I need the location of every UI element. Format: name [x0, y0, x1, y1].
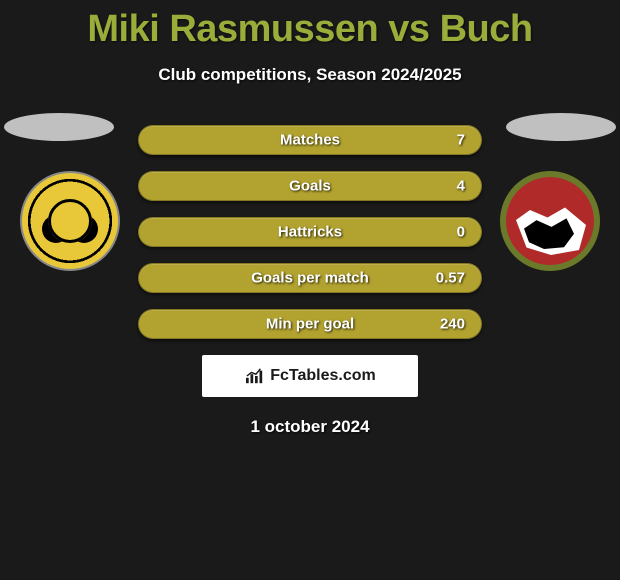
stat-label: Goals per match [251, 270, 369, 287]
fctables-chart-icon [244, 367, 266, 385]
team-right-badge [500, 171, 600, 271]
stat-value: 4 [457, 178, 465, 195]
team-left-badge [20, 171, 120, 271]
player-left-ellipse [4, 113, 114, 141]
snapshot-date: 1 october 2024 [0, 417, 620, 437]
stat-bar-min-per-goal: Min per goal 240 [138, 309, 482, 339]
stat-bar-hattricks: Hattricks 0 [138, 217, 482, 247]
stats-bar-list: Matches 7 Goals 4 Hattricks 0 Goals per … [138, 113, 482, 339]
stat-label: Hattricks [278, 224, 342, 241]
season-subtitle: Club competitions, Season 2024/2025 [0, 65, 620, 85]
comparison-content: Matches 7 Goals 4 Hattricks 0 Goals per … [0, 113, 620, 437]
source-logo[interactable]: FcTables.com [202, 355, 418, 397]
stat-label: Goals [289, 178, 331, 195]
stat-bar-goals: Goals 4 [138, 171, 482, 201]
comparison-title: Miki Rasmussen vs Buch [0, 0, 620, 51]
stat-bar-goals-per-match: Goals per match 0.57 [138, 263, 482, 293]
stat-value: 0.57 [436, 270, 465, 287]
stat-value: 240 [440, 316, 465, 333]
stat-value: 0 [457, 224, 465, 241]
stat-value: 7 [457, 132, 465, 149]
source-logo-text: FcTables.com [270, 367, 376, 385]
stat-label: Min per goal [266, 316, 354, 333]
stat-label: Matches [280, 132, 340, 149]
stat-bar-matches: Matches 7 [138, 125, 482, 155]
player-right-ellipse [506, 113, 616, 141]
